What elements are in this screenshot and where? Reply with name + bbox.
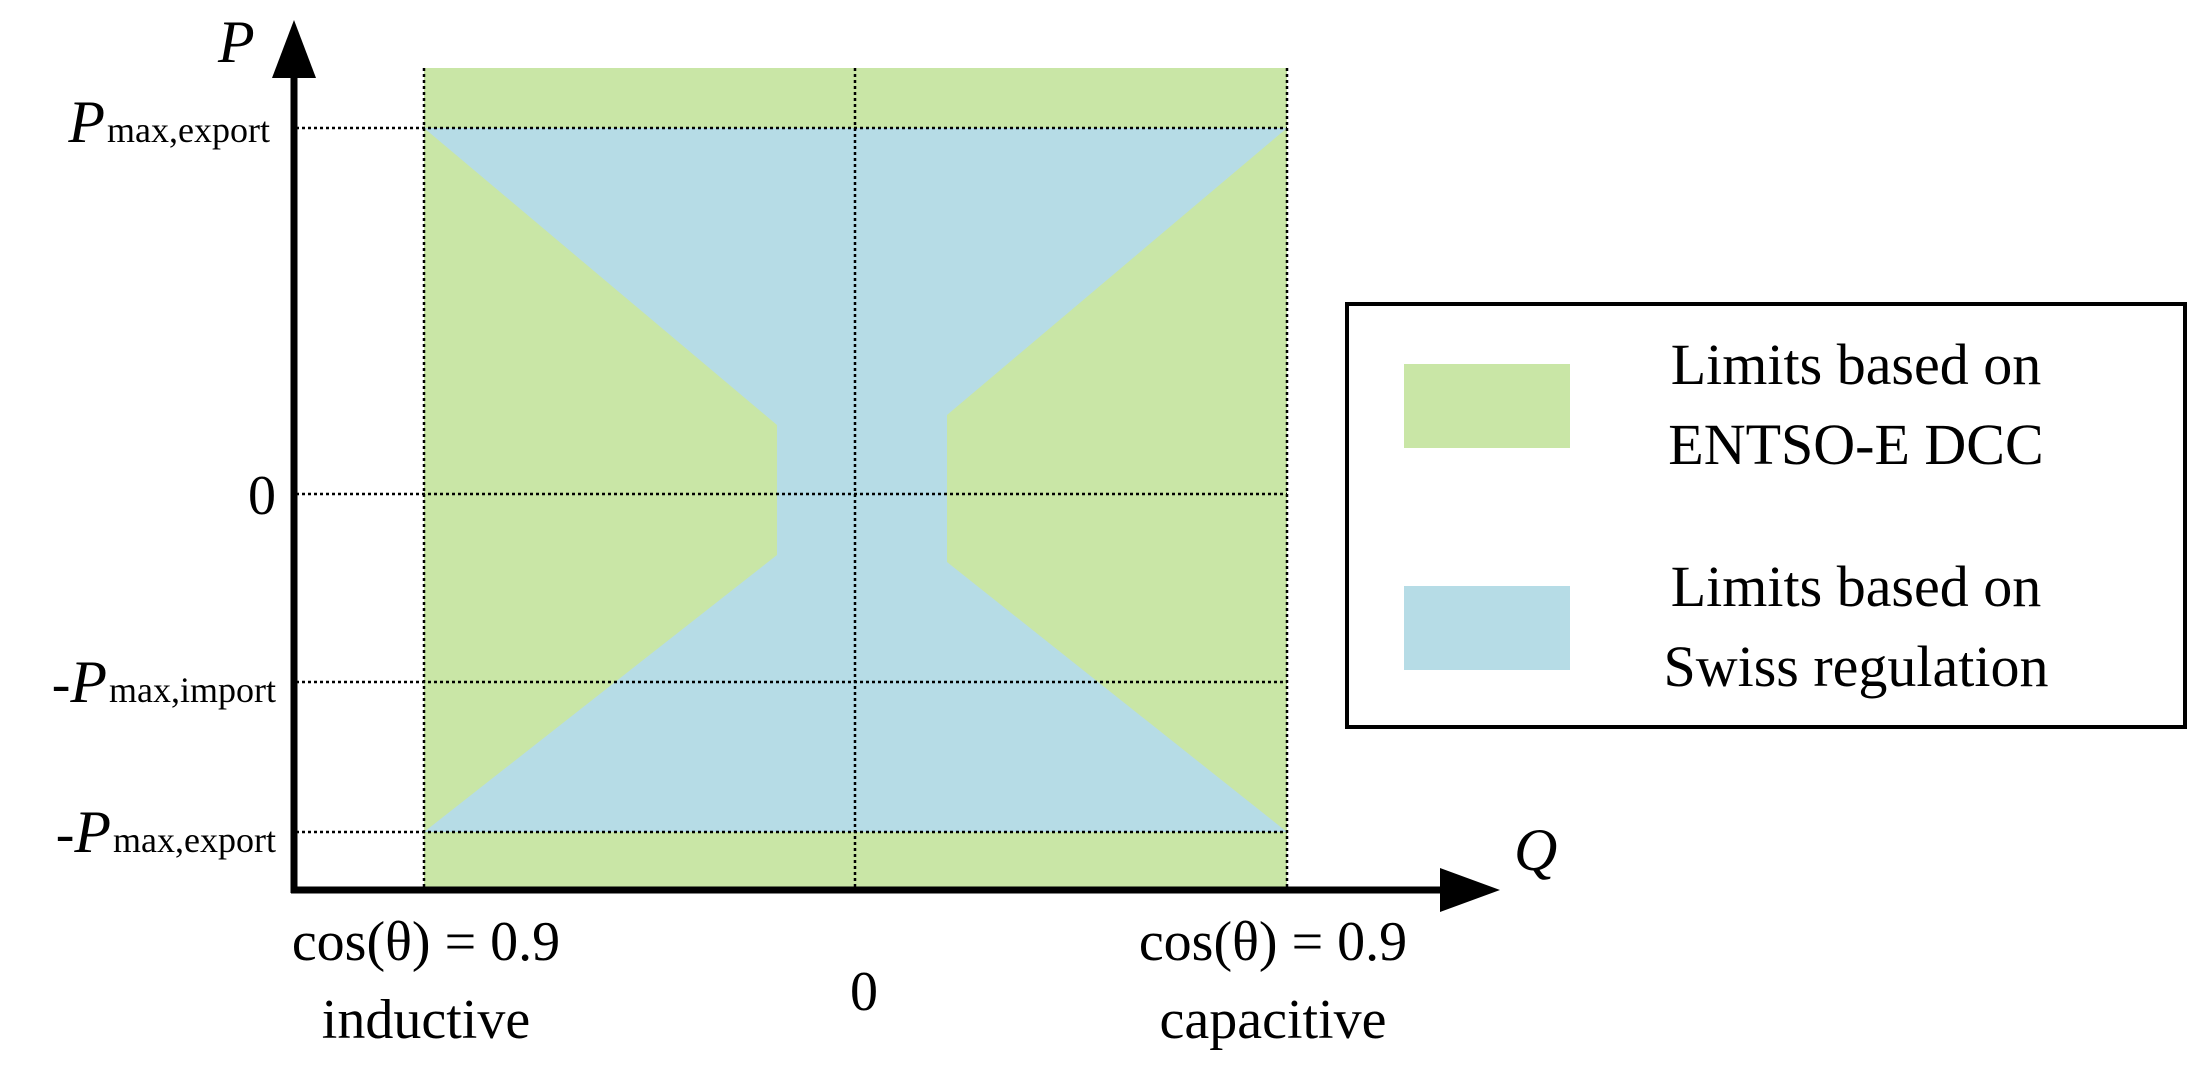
legend-swiss-line2: Swiss regulation	[1663, 634, 2048, 699]
legend-swatch-swiss	[1404, 586, 1570, 670]
tick-p-max-export: Pmax,export	[67, 89, 270, 155]
tick-q-inductive-line2: inductive	[322, 989, 530, 1051]
legend-swatch-entso-e	[1404, 364, 1570, 448]
legend-entso-e-line1: Limits based on	[1671, 332, 2042, 397]
tick-p-zero: 0	[248, 465, 276, 527]
legend: Limits based on ENTSO-E DCC Limits based…	[1345, 302, 2187, 729]
x-axis-name: Q	[1514, 817, 1557, 883]
tick-q-capacitive-line1: cos(θ) = 0.9	[1139, 911, 1407, 973]
guide-lines	[296, 68, 1289, 890]
y-axis-name: P	[217, 9, 255, 75]
swiss-regulation-region	[424, 128, 1287, 832]
x-axis-arrow	[1440, 868, 1500, 912]
tick-neg-p-max-import: -Pmax,import	[52, 649, 276, 715]
tick-q-inductive-line1: cos(θ) = 0.9	[292, 911, 560, 973]
tick-q-capacitive-line2: capacitive	[1160, 989, 1387, 1051]
legend-swiss-line1: Limits based on	[1671, 554, 2042, 619]
y-axis-arrow	[272, 20, 316, 78]
tick-q-zero: 0	[850, 961, 878, 1023]
axes	[272, 20, 1500, 912]
tick-neg-p-max-export: -Pmax,export	[56, 799, 276, 865]
legend-entso-e-line2: ENTSO-E DCC	[1668, 412, 2043, 477]
